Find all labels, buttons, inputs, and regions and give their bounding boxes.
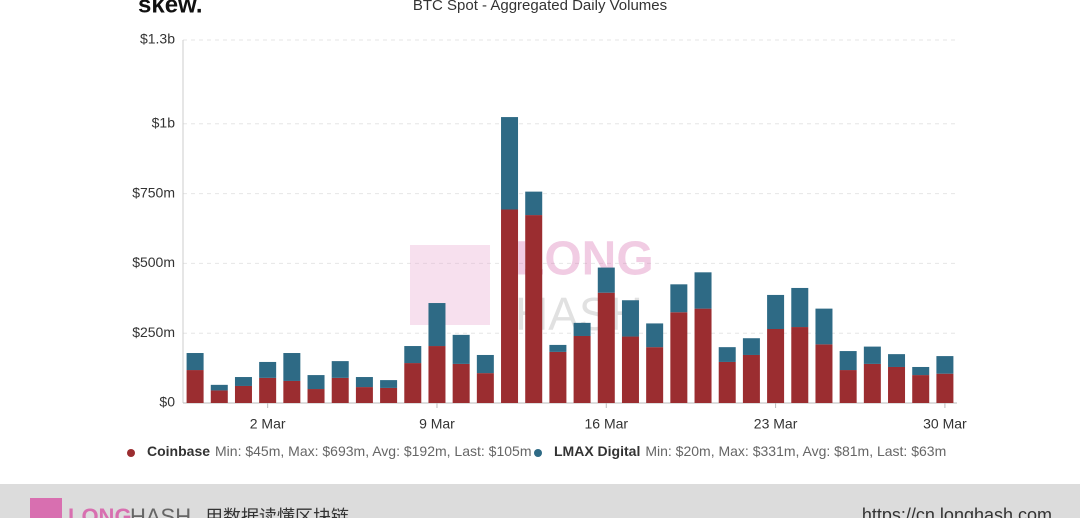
bar-segment — [888, 354, 906, 367]
bar-segment — [283, 353, 301, 381]
bar-segment — [791, 327, 809, 403]
bar-segment — [186, 370, 204, 403]
bar-segment — [767, 329, 785, 403]
legend-name: Coinbase — [147, 443, 210, 459]
bar-segment — [670, 284, 688, 313]
y-tick-label: $250m — [132, 324, 175, 340]
bar-segment — [380, 380, 398, 388]
legend-name: LMAX Digital — [554, 443, 640, 459]
bar-segment — [694, 272, 712, 309]
bar-segment — [331, 361, 349, 378]
bar-segment — [476, 373, 494, 403]
y-tick-label: $750m — [132, 184, 175, 200]
bar-segment — [404, 363, 422, 403]
bar-segment — [694, 308, 712, 403]
footer-slogan: 用数据读懂区块链 — [205, 507, 349, 518]
footer-brand: HASH — [130, 504, 191, 518]
bar-segment — [815, 308, 833, 345]
watermark-icon — [410, 245, 490, 325]
bar-segment — [718, 347, 736, 362]
bar-segment — [936, 373, 954, 403]
bar-segment — [307, 389, 325, 403]
bar-segment — [888, 366, 906, 403]
legend-marker — [127, 449, 135, 457]
bar-segment — [597, 292, 615, 403]
bar-segment — [428, 346, 446, 403]
bar-segment — [573, 322, 591, 336]
bar-segment — [186, 353, 204, 371]
legend-marker — [534, 449, 542, 457]
legend-stats: Min: $45m, Max: $693m, Avg: $192m, Last:… — [215, 443, 531, 459]
bar-segment — [573, 335, 591, 403]
bar-segment — [815, 344, 833, 403]
y-tick-label: $1.3b — [140, 31, 175, 47]
bar-segment — [210, 384, 228, 391]
bar-segment — [234, 377, 252, 386]
bar-segment — [597, 267, 615, 293]
legend-stats: Min: $20m, Max: $331m, Avg: $81m, Last: … — [645, 443, 946, 459]
logo: skew. — [138, 0, 203, 18]
bar-segment — [283, 380, 301, 403]
bar-segment — [549, 344, 567, 352]
bar-segment — [839, 351, 857, 371]
y-tick-label: $1b — [152, 114, 176, 130]
legend-item: Coinbase Min: $45m, Max: $693m, Avg: $192… — [147, 443, 531, 459]
bar-segment — [331, 377, 349, 403]
bar-segment — [646, 347, 664, 403]
bar-segment — [791, 287, 809, 328]
footer-url: https://cn.longhash.com — [862, 505, 1052, 518]
bar-segment — [912, 366, 930, 376]
y-tick-label: $0 — [159, 394, 175, 410]
watermark: LONG HASH — [410, 233, 654, 340]
y-tick-label: $500m — [132, 254, 175, 270]
footer-icon — [30, 498, 62, 518]
bar-segment — [525, 191, 543, 216]
bar-segment — [767, 294, 785, 330]
bar-segment — [307, 375, 325, 390]
bar-segment — [621, 336, 639, 403]
bar-segment — [452, 363, 470, 403]
bar-segment — [621, 300, 639, 337]
x-tick-label: 16 Mar — [584, 416, 628, 432]
bar-segment — [452, 334, 470, 364]
bar-segment — [549, 351, 567, 403]
bar-segment — [501, 117, 519, 210]
bar-segment — [718, 361, 736, 403]
bar-segment — [525, 215, 543, 403]
footer-band — [0, 484, 1080, 518]
bar-segment — [936, 356, 954, 374]
bar-segment — [355, 377, 373, 388]
legend-item: LMAX Digital Min: $20m, Max: $331m, Avg: … — [554, 443, 946, 459]
bar-segment — [259, 377, 277, 403]
bar-segment — [646, 323, 664, 348]
bar-segment — [259, 361, 277, 378]
x-tick-label: 2 Mar — [250, 416, 286, 432]
bar-segment — [839, 370, 857, 403]
bar-segment — [355, 387, 373, 403]
bar-segment — [210, 390, 228, 403]
bar-segment — [234, 385, 252, 403]
bar-segment — [428, 303, 446, 347]
bar-segment — [863, 346, 881, 364]
bar-segment — [404, 346, 422, 364]
x-tick-label: 30 Mar — [923, 416, 967, 432]
bar-segment — [742, 338, 760, 355]
bar-segment — [476, 354, 494, 374]
bar-segment — [670, 312, 688, 403]
bar-segment — [501, 209, 519, 403]
footer-brand: LONG — [68, 504, 132, 518]
bar-segment — [912, 375, 930, 403]
x-tick-label: 23 Mar — [754, 416, 798, 432]
bar-segment — [380, 387, 398, 403]
bar-segment — [863, 363, 881, 403]
x-tick-label: 9 Mar — [419, 416, 455, 432]
chart-title: BTC Spot - Aggregated Daily Volumes — [413, 0, 667, 14]
bar-segment — [742, 354, 760, 403]
